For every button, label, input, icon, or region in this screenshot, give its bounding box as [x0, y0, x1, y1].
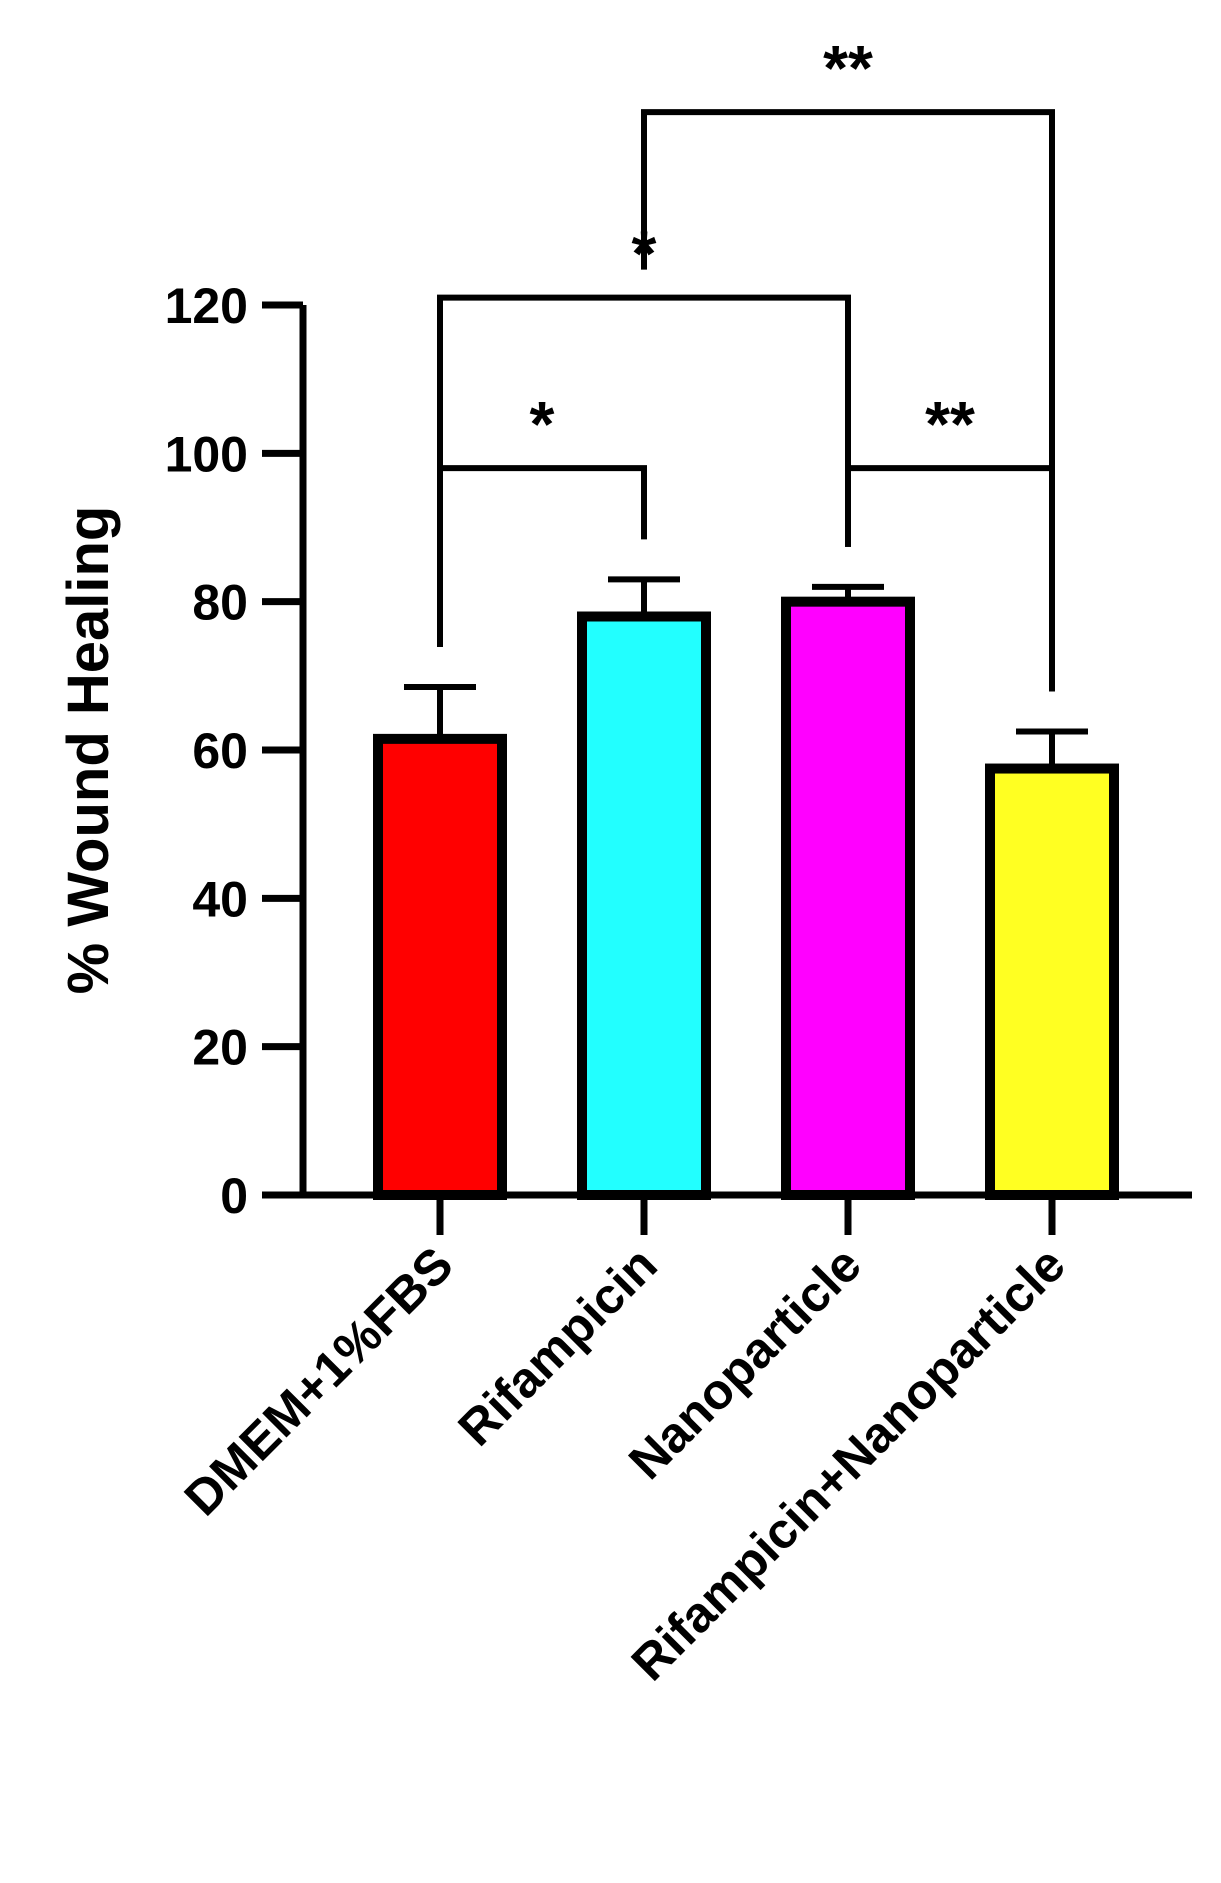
- x-tick-label: DMEM+1%FBS: [174, 1236, 464, 1526]
- x-tick-label: Rifampicin: [447, 1236, 667, 1456]
- y-axis-title: % Wound Healing: [56, 506, 121, 995]
- y-tick-label: 80: [192, 575, 248, 631]
- y-tick-label: 20: [192, 1020, 248, 1076]
- bar: [373, 733, 507, 1200]
- significance-label: *: [530, 388, 555, 460]
- significance-brackets: * *****: [437, 32, 1055, 692]
- y-tick-label: 60: [192, 723, 248, 779]
- y-tick-label: 120: [165, 278, 248, 334]
- y-tick-label: 100: [165, 426, 248, 482]
- y-tick-label: 0: [220, 1168, 248, 1224]
- bar: [781, 596, 915, 1200]
- significance-bracket: [437, 294, 851, 647]
- y-ticks: 0 20 40 60 80 100 120: [165, 278, 303, 1224]
- significance-label: **: [925, 388, 975, 460]
- bar: [985, 763, 1119, 1201]
- y-tick-label: 40: [192, 871, 248, 927]
- x-ticks: DMEM+1%FBSRifampicinNanoparticleRifampic…: [174, 1195, 1076, 1691]
- significance-bracket: [641, 109, 1055, 692]
- bar: [577, 611, 711, 1200]
- error-bars: [404, 576, 1088, 769]
- x-tick-label: Rifampicin+Nanoparticle: [621, 1236, 1076, 1691]
- significance-label: **: [823, 32, 873, 104]
- bars: [373, 596, 1119, 1201]
